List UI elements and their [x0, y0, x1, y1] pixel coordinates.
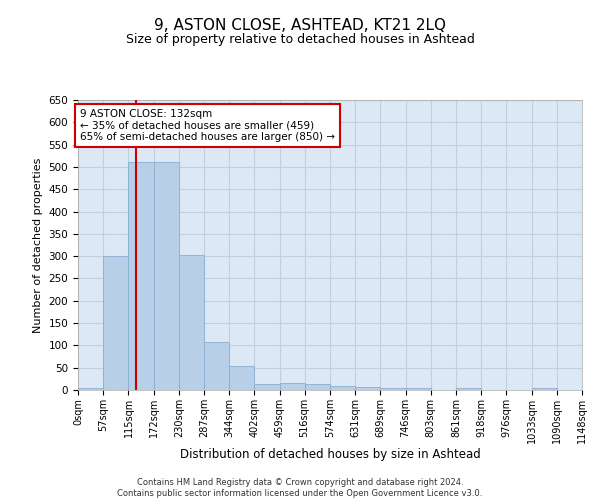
Bar	[128, 162, 154, 390]
Bar	[103, 256, 128, 390]
Bar	[154, 162, 179, 390]
Bar	[582, 388, 600, 390]
Bar	[305, 384, 329, 390]
Bar	[254, 384, 280, 390]
Text: Contains HM Land Registry data © Crown copyright and database right 2024.
Contai: Contains HM Land Registry data © Crown c…	[118, 478, 482, 498]
Bar	[330, 386, 355, 390]
Bar	[456, 388, 481, 390]
Bar	[380, 388, 406, 390]
Text: 9, ASTON CLOSE, ASHTEAD, KT21 2LQ: 9, ASTON CLOSE, ASHTEAD, KT21 2LQ	[154, 18, 446, 32]
Bar	[78, 388, 103, 390]
Text: 9 ASTON CLOSE: 132sqm
← 35% of detached houses are smaller (459)
65% of semi-det: 9 ASTON CLOSE: 132sqm ← 35% of detached …	[80, 109, 335, 142]
X-axis label: Distribution of detached houses by size in Ashtead: Distribution of detached houses by size …	[179, 448, 481, 462]
Bar	[179, 255, 204, 390]
Bar	[280, 384, 305, 390]
Y-axis label: Number of detached properties: Number of detached properties	[33, 158, 43, 332]
Text: Size of property relative to detached houses in Ashtead: Size of property relative to detached ho…	[125, 32, 475, 46]
Bar	[532, 388, 557, 390]
Bar	[406, 388, 431, 390]
Bar	[204, 342, 229, 390]
Bar	[355, 387, 380, 390]
Bar	[229, 366, 254, 390]
